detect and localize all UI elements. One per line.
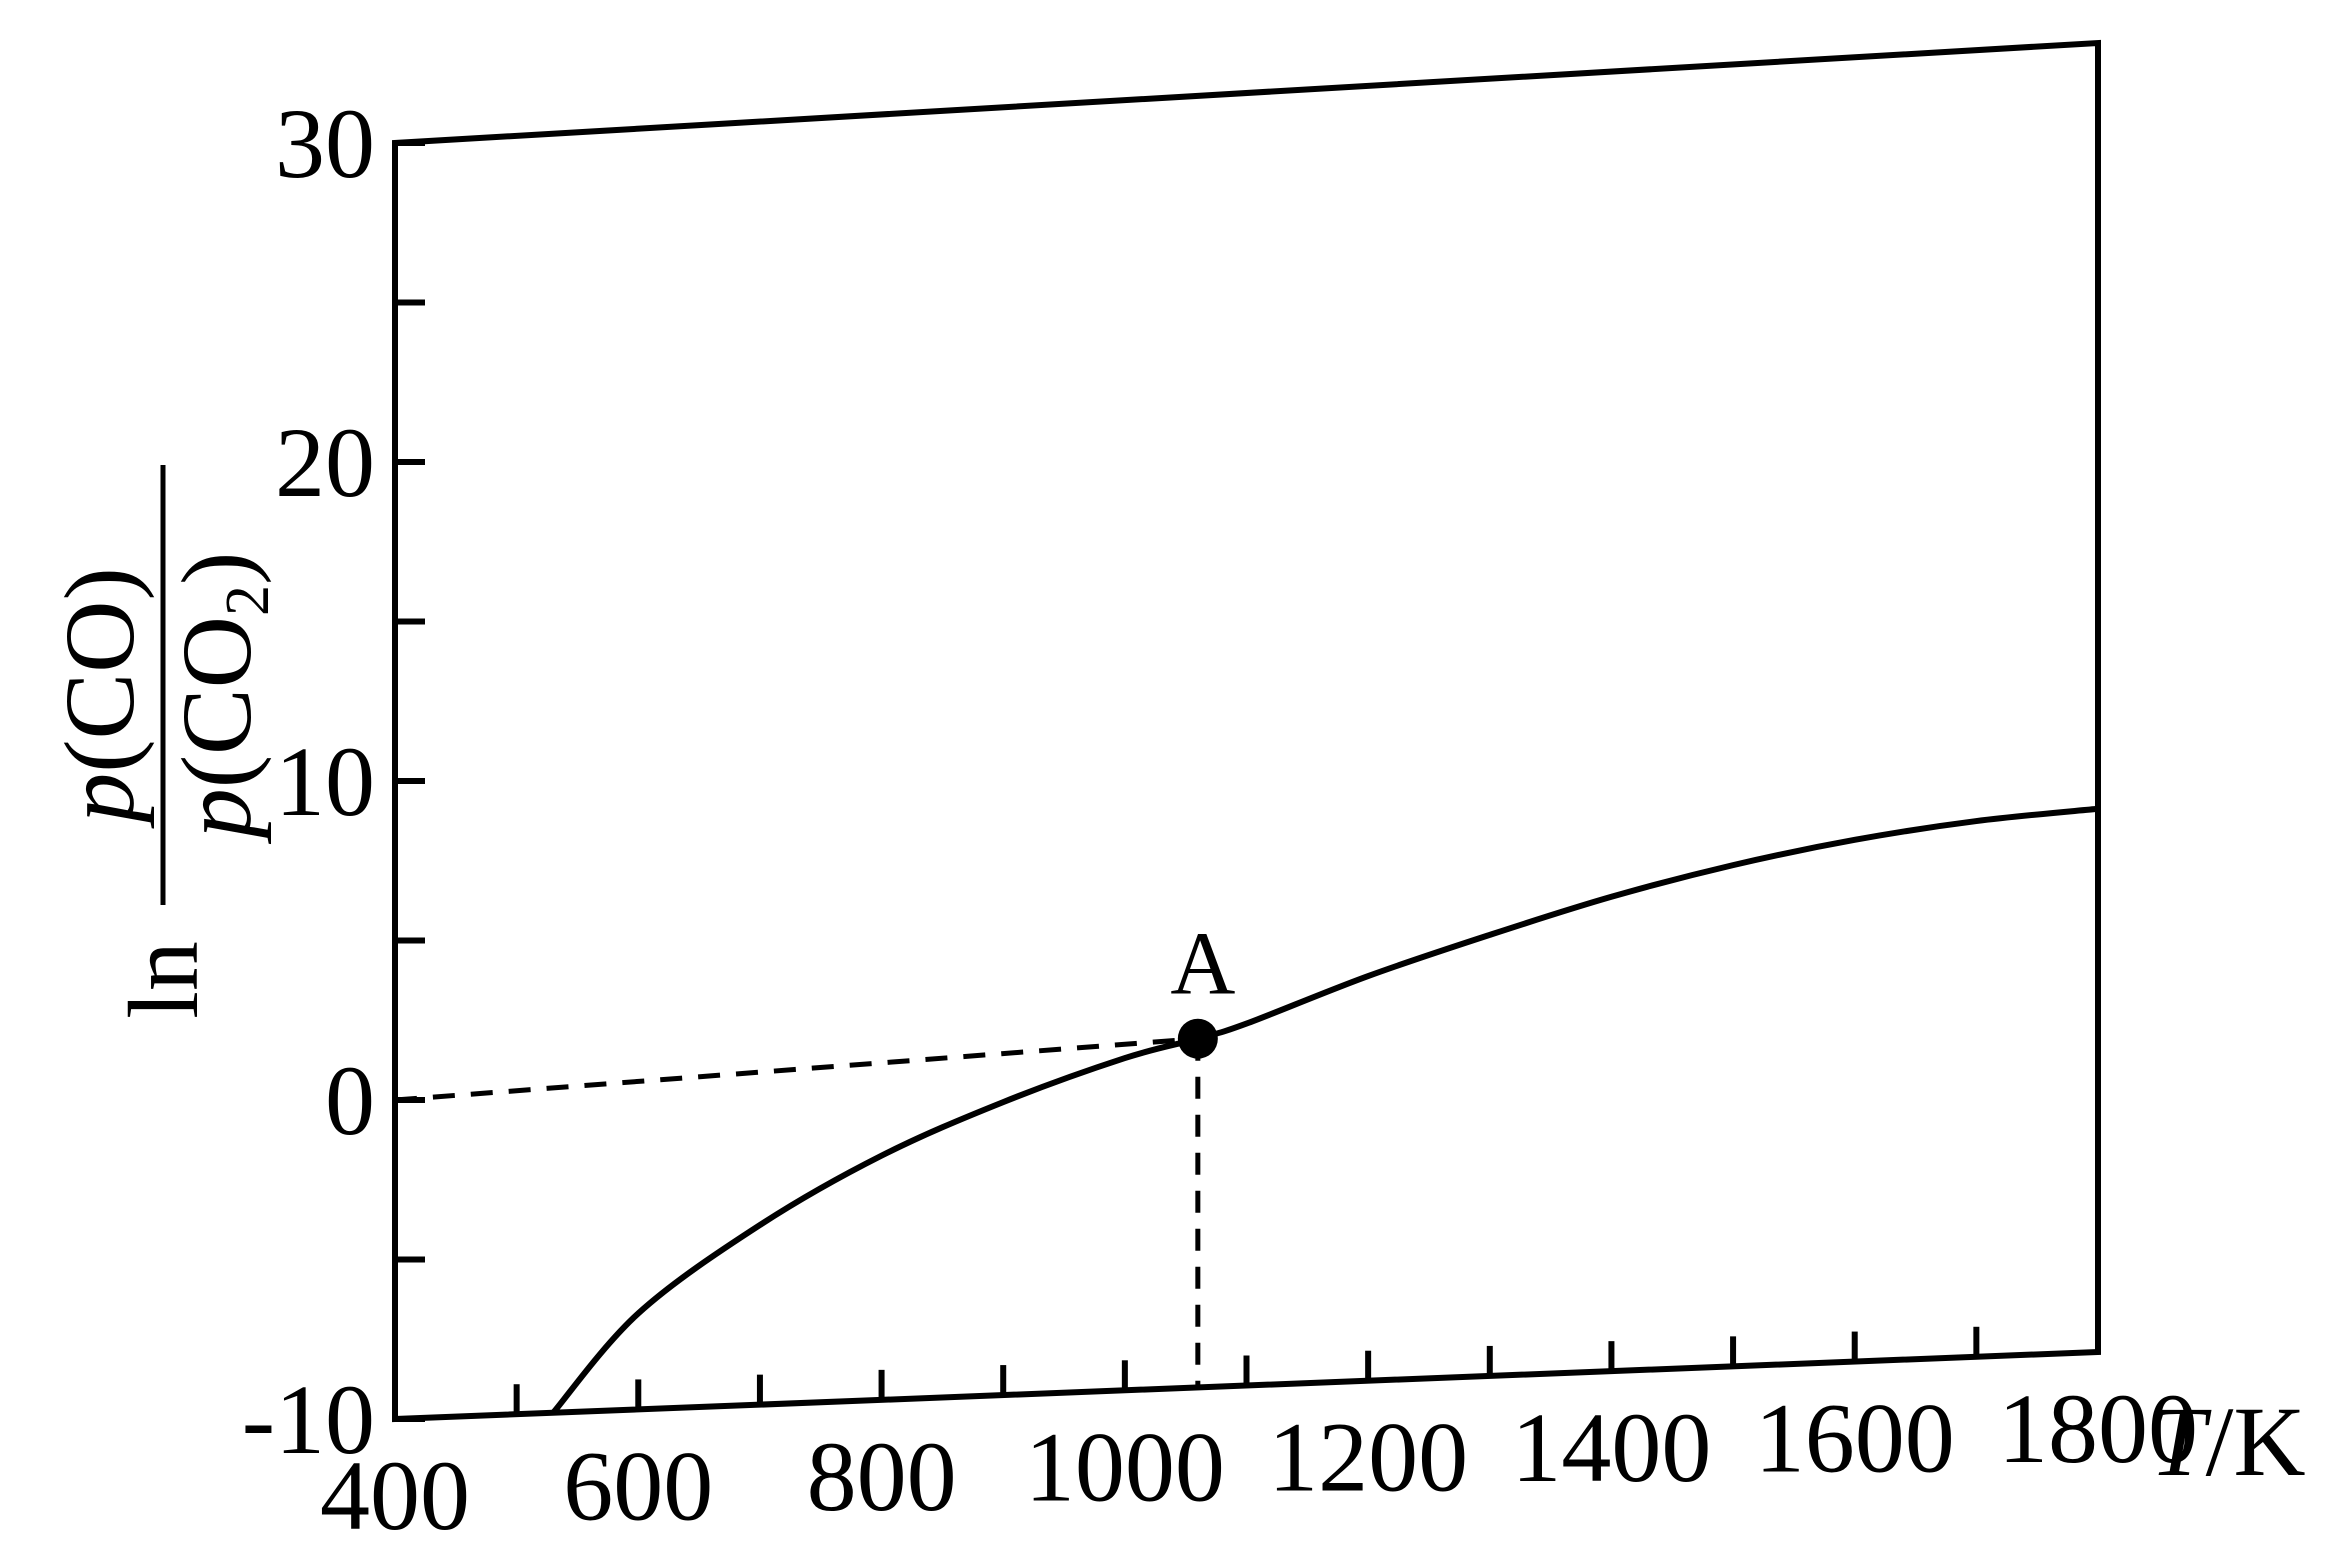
annotations: A	[394, 915, 1235, 1388]
tick-labels: -10 0 10 20 30 400 600 800 1000 1200 1400 1600 1800	[242, 88, 2198, 1551]
series	[550, 805, 2099, 1415]
y-axis-title-denominator: p(CO2)	[161, 552, 282, 845]
x-tick-label: 600	[563, 1430, 713, 1541]
x-tick-label: 1600	[1755, 1383, 1955, 1494]
x-tick-label: 800	[807, 1421, 957, 1532]
y-tick-label: 20	[275, 407, 375, 518]
y-axis-title-ln: ln	[108, 941, 219, 1019]
y-tick-label: 0	[325, 1045, 375, 1156]
guide-line-horizontal	[394, 1036, 1199, 1103]
x-tick-label: 1000	[1025, 1411, 1225, 1522]
x-tick-label: 1800	[1998, 1373, 2198, 1484]
x-tick-label: 1200	[1268, 1402, 1468, 1513]
x-tick-label: 400	[320, 1440, 470, 1551]
plot-frame	[392, 39, 2101, 1423]
axis-ticks	[395, 140, 1980, 1422]
x-tick-label: 1400	[1511, 1392, 1711, 1503]
point-a-label: A	[1170, 915, 1235, 1014]
x-axis-title: T/K	[2150, 1386, 2306, 1497]
y-tick-label: -10	[242, 1364, 375, 1475]
plot-frame-border	[392, 39, 2101, 1423]
y-axis-title: ln p(CO) p(CO2)	[44, 465, 282, 1019]
y-tick-label: 30	[275, 88, 375, 199]
y-axis-title-numerator: p(CO)	[44, 567, 155, 829]
point-a-marker	[1177, 1018, 1218, 1059]
y-tick-label: 10	[275, 726, 375, 837]
series-line	[550, 805, 2099, 1415]
